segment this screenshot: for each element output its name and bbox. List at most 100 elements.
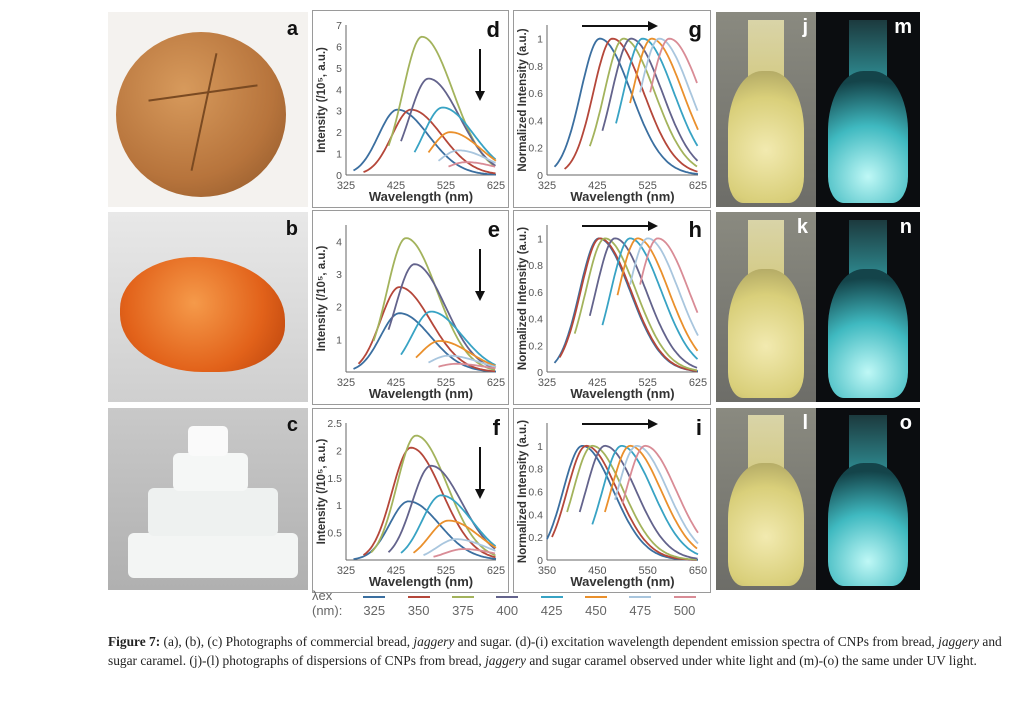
x-tick-label: 325: [337, 377, 355, 389]
series-line-400: [578, 444, 698, 560]
legend-item-475: 475: [629, 588, 667, 618]
legend-swatch: [363, 595, 386, 598]
x-tick-label: 625: [487, 377, 505, 389]
series-line-350: [558, 237, 698, 372]
x-axis-label: Wavelength (nm): [570, 386, 674, 401]
x-tick-label: 625: [487, 180, 505, 192]
x-tick-label: 625: [689, 377, 707, 389]
y-tick-label: 6: [336, 41, 342, 53]
chart-i-sugar-normalized: 350 450 550 650 0 0.2 0.4 0.6 0.8 1 Wavelength (nm…: [513, 408, 711, 593]
y-tick-label: 0.2: [528, 143, 543, 155]
y-tick-label: 4: [336, 236, 342, 248]
legend-swatch: [496, 595, 519, 598]
series-line-375: [573, 237, 698, 372]
series-line-425: [615, 37, 699, 147]
photo-flask-white-light: l: [716, 408, 816, 590]
y-tick-label: 1: [336, 149, 342, 161]
photo-flask-white-light: k: [716, 212, 816, 402]
panel-label-j: j: [802, 16, 808, 38]
y-tick-label: 0.2: [528, 340, 543, 352]
caption-text: and sugar. (d)-(i) excitation wavelength…: [454, 634, 939, 649]
legend-item-325: 325: [363, 588, 401, 618]
x-tick-label: 525: [437, 377, 455, 389]
series-line-475: [428, 354, 497, 368]
caption-italic: jaggery: [413, 634, 455, 649]
y-tick-label: 1: [537, 441, 543, 453]
series-line-500: [639, 237, 699, 314]
panel-label-m: m: [894, 16, 912, 38]
flask-body: [828, 269, 908, 399]
x-axis-label: Wavelength (nm): [369, 574, 473, 589]
photo-flask-white-light: j: [716, 12, 816, 207]
flask-body: [728, 70, 804, 204]
panel-label-i: i: [696, 415, 702, 440]
caption-text: and sugar caramel observed under white l…: [525, 653, 977, 668]
legend-text: 375: [452, 603, 474, 618]
chart-svg: 350 450 550 650 0 0.2 0.4 0.6 0.8 1 Wavelength (nm…: [517, 415, 707, 589]
x-tick-label: 525: [437, 180, 455, 192]
series-line-350: [357, 286, 496, 373]
legend-item-450: 450: [585, 588, 623, 618]
y-tick-label: 0.6: [528, 287, 543, 299]
legend-swatch: [629, 595, 652, 598]
y-tick-label: 0: [537, 555, 543, 567]
figure-caption: Figure 7: (a), (b), (c) Photographs of c…: [108, 632, 1023, 670]
chart-f-sugar-emission: 325 425 525 625 0.5 1 1.5 2 2.5 Wavelength (nm) In…: [312, 408, 509, 593]
x-tick-label: 425: [387, 565, 405, 577]
x-tick-label: 425: [387, 377, 405, 389]
legend-item-375: 375: [452, 588, 490, 618]
caption-text: and sugar caramel. (j)-(l) photographs o…: [108, 634, 1002, 668]
series-line-400: [387, 464, 496, 553]
x-tick-label: 425: [588, 180, 606, 192]
series-line-350: [363, 108, 496, 175]
series-line-375: [370, 434, 496, 557]
series-line-450: [415, 340, 496, 367]
flask-body: [728, 269, 804, 399]
flask-body: [828, 70, 908, 204]
legend-swatch: [540, 595, 563, 598]
legend: λex (nm): 325 350 375 400 425 450 475 500: [312, 588, 712, 618]
y-tick-label: 0.6: [528, 487, 543, 499]
x-tick-label: 325: [337, 565, 355, 577]
legend-item-425: 425: [540, 588, 579, 618]
caption-text: (a), (b), (c) Photographs of commercial …: [160, 634, 414, 649]
series-line-500: [448, 161, 496, 168]
panel-label-a: a: [286, 18, 298, 40]
chart-d-bread-emission: 325 425 525 625 0 1 2 3 4 5 6 7 Wavelength (nm) Inten…: [312, 10, 509, 208]
y-tick-label: 1: [336, 334, 342, 346]
x-tick-label: 550: [638, 565, 656, 577]
chart-svg: 325 425 525 625 0 0.2 0.4 0.6 0.8 1 Wavelength (nm…: [517, 17, 707, 204]
y-tick-label: 0.4: [528, 314, 543, 326]
y-tick-label: 5: [336, 63, 342, 75]
x-tick-label: 525: [638, 180, 656, 192]
flask-body: [828, 462, 908, 587]
chart-e-jaggery-emission: 325 425 525 625 1 2 3 4 Wavelength (nm) Intensity…: [312, 210, 509, 405]
x-tick-label: 325: [538, 180, 556, 192]
y-axis-label: Intensity (/10⁵, a.u.): [316, 438, 328, 544]
panel-label-c: c: [286, 414, 298, 436]
y-tick-label: 0.8: [528, 464, 543, 476]
trend-arrowhead: [648, 419, 658, 429]
caption-label: Figure 7:: [108, 634, 161, 649]
legend-text: 325: [363, 603, 386, 618]
y-tick-label: 1: [537, 233, 543, 245]
legend-text: 400: [496, 603, 519, 618]
y-tick-label: 1.5: [327, 473, 342, 485]
y-tick-label: 0: [336, 170, 342, 182]
panel-label-g: g: [689, 17, 702, 42]
series-line-425: [400, 494, 497, 554]
legend-text: 450: [585, 603, 607, 618]
series-line-375: [588, 37, 698, 168]
y-axis-label: Intensity (/10⁵, a.u.): [316, 245, 328, 351]
y-tick-label: 2: [336, 445, 342, 457]
series-line-425: [400, 310, 496, 366]
x-tick-label: 425: [588, 377, 606, 389]
y-tick-label: 0.2: [528, 532, 543, 544]
trend-arrowhead: [648, 221, 658, 231]
chart-g-bread-normalized: 325 425 525 625 0 0.2 0.4 0.6 0.8 1 Wavelength (nm…: [513, 10, 711, 208]
series-line-400: [588, 237, 698, 369]
series-line-425: [591, 445, 699, 556]
chart-svg: 325 425 525 625 0.5 1 1.5 2 2.5 Wavelength (nm) In…: [316, 415, 505, 589]
legend-swatch: [673, 595, 696, 598]
legend-item-500: 500: [673, 588, 712, 618]
